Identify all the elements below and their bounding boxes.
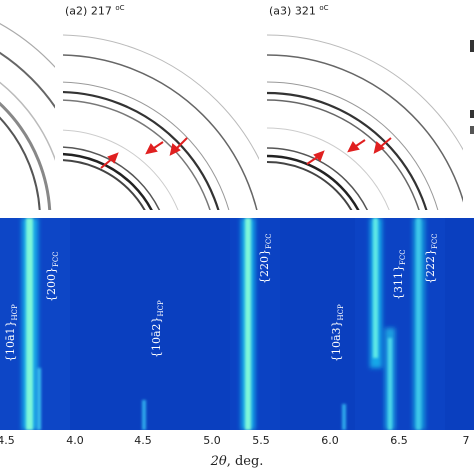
peak-band-1011 (37, 368, 41, 430)
peak-label-phase: FCC (52, 251, 61, 267)
diffraction-rings-a1 (0, 23, 55, 210)
panel-label-text: (a3) 321 (269, 4, 320, 18)
peak-label-phase: FCC (431, 233, 440, 249)
peak-label-hkl: {10ā1} (4, 320, 17, 362)
panel-label-unit: oC (319, 4, 329, 12)
x-axis-label: 2θ, deg. (0, 454, 474, 469)
x-tick-label: 7 (462, 434, 470, 447)
peak-label-1011: {10ā1}HCP (4, 304, 19, 362)
x-tick-label: 4.5 (0, 434, 15, 447)
panel-a1 (0, 0, 55, 210)
peak-label-hkl: {10ā2} (150, 316, 163, 358)
panel-a3: (a3) 321 oC (267, 0, 463, 210)
diffraction-rings-a2 (63, 34, 259, 210)
x-axis-symbol: 2θ (210, 454, 227, 469)
x-tick-label: 4.0 (66, 434, 84, 447)
x-tick-label: 6.5 (390, 434, 408, 447)
peak-band-311 (373, 218, 378, 358)
peak-band-1013 (342, 404, 346, 430)
panel-a4 (470, 0, 474, 210)
peak-label-hkl: {200} (45, 267, 58, 302)
peak-label-1013: {10ā3}HCP (330, 304, 345, 362)
peak-label-phase: FCC (265, 233, 274, 249)
panel-label-a2: (a2) 217 oC (65, 4, 124, 18)
peak-band-311-late (388, 338, 392, 430)
peak-label-phase: HCP (337, 304, 346, 321)
x-tick-label: 6.0 (321, 434, 339, 447)
peak-label-hkl: {222} (424, 249, 437, 284)
x-tick-label: 4.5 (134, 434, 152, 447)
peak-band-1012 (142, 400, 146, 430)
x-tick-label: 5.5 (252, 434, 270, 447)
peak-label-1012: {10ā2}HCP (150, 300, 165, 358)
panel-label-unit: oC (115, 4, 125, 12)
peak-label-311: {311}FCC (392, 249, 407, 300)
peak-band-222 (416, 218, 421, 430)
peak-label-phase: HCP (157, 300, 166, 317)
panel-a2: (a2) 217 oC (63, 0, 259, 210)
peak-label-200: {200}FCC (45, 251, 60, 302)
peak-label-222: {222}FCC (424, 233, 439, 284)
x-tick-label: 5.0 (203, 434, 221, 447)
peak-label-hkl: {10ā3} (330, 320, 343, 362)
diffraction-rings-a3 (267, 34, 463, 210)
peak-label-hkl: {311} (392, 265, 405, 300)
diffraction-rings-a4 (470, 40, 474, 134)
panel-label-text: (a2) 217 (65, 4, 116, 18)
diffraction-heatmap (0, 218, 474, 430)
x-axis-unit: , deg. (226, 454, 264, 469)
peak-band-200 (26, 218, 33, 430)
peak-label-phase: FCC (399, 249, 408, 265)
peak-label-220: {220}FCC (258, 233, 273, 284)
peak-label-phase: HCP (11, 304, 20, 321)
panel-label-a3: (a3) 321 oC (269, 4, 328, 18)
peak-band-220 (245, 218, 251, 430)
peak-label-hkl: {220} (258, 249, 271, 284)
